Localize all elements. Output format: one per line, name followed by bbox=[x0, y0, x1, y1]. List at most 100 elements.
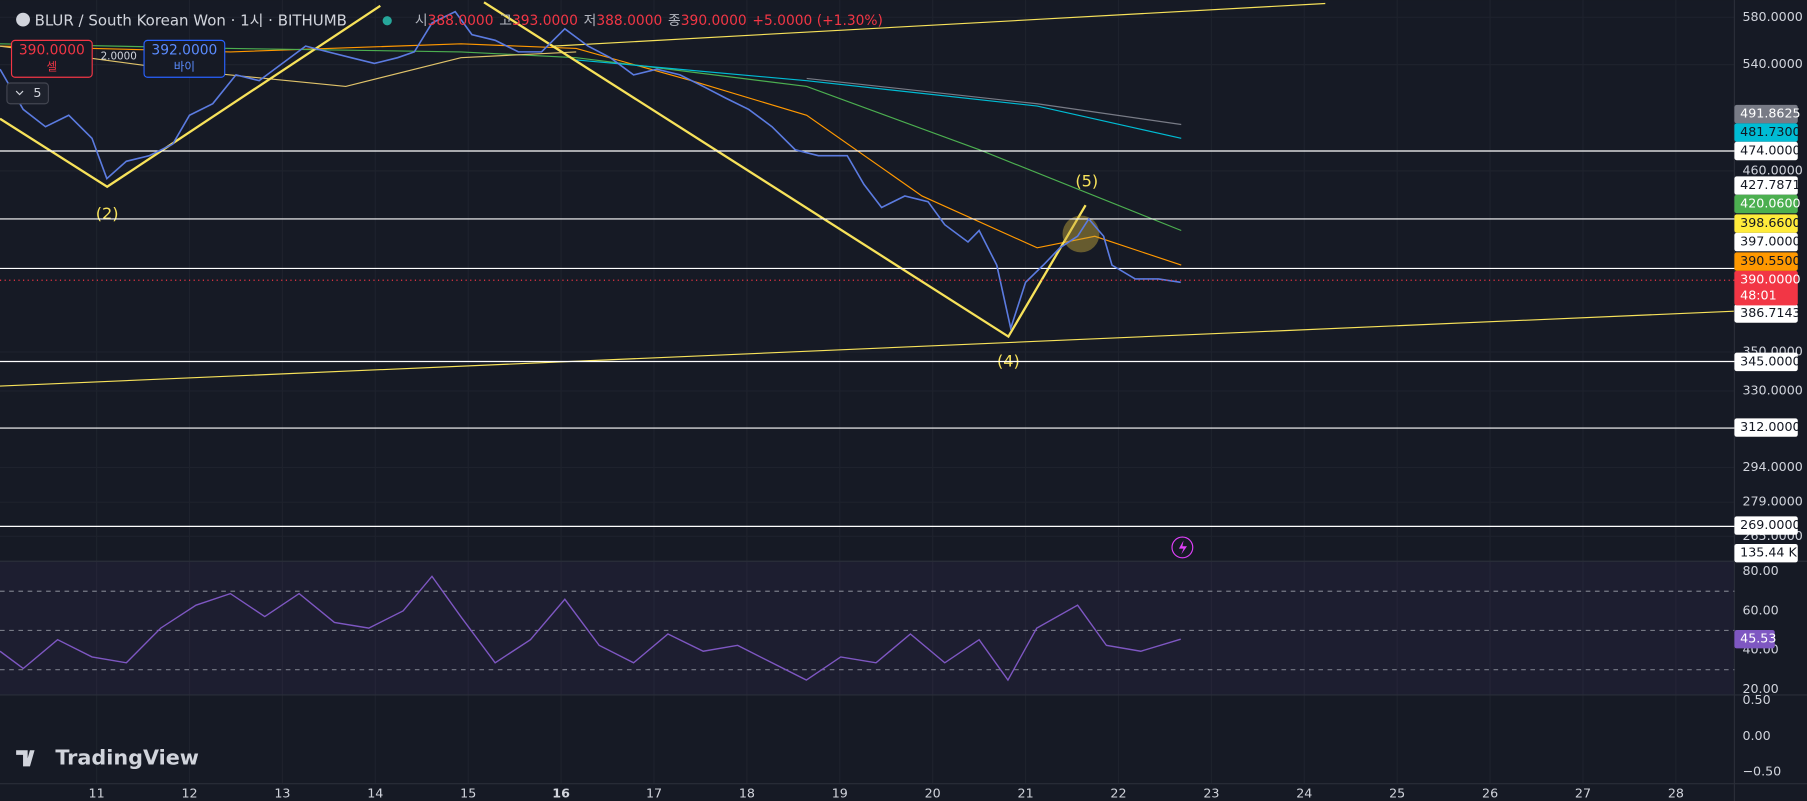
x-tick-label: 13 bbox=[274, 786, 290, 801]
axis-badge-label: 420.0600 bbox=[1740, 196, 1800, 211]
x-tick-label: 18 bbox=[739, 786, 755, 801]
sell-label: 셀 bbox=[47, 59, 58, 73]
alert-icon[interactable] bbox=[1171, 536, 1194, 559]
symbol-title: BLUR / South Korean Won · 1시 · BITHUMB bbox=[35, 11, 347, 29]
x-tick-label: 19 bbox=[832, 786, 848, 801]
x-tick-label: 20 bbox=[925, 786, 941, 801]
axis-badge-label: 386.7143 bbox=[1740, 305, 1800, 320]
brand-logo bbox=[16, 750, 35, 767]
ohlc-label: 종 bbox=[668, 13, 681, 29]
quantity: 2.0000 bbox=[101, 51, 137, 63]
lower-tick-label: −0.50 bbox=[1742, 764, 1781, 779]
axis-badge bbox=[1734, 304, 1798, 323]
axis-badge bbox=[1734, 194, 1798, 214]
brand: TradingView bbox=[55, 745, 199, 769]
highlight-circle bbox=[1062, 215, 1100, 253]
moving-average bbox=[0, 43, 1182, 232]
ohlc-value: 388.0000 bbox=[428, 13, 494, 29]
y-tick-label: 279.0000 bbox=[1742, 494, 1802, 509]
current-price-badge bbox=[1734, 270, 1798, 306]
axis-badge bbox=[1734, 543, 1798, 563]
moving-average bbox=[806, 77, 1182, 126]
x-tick-label: 21 bbox=[1018, 786, 1034, 801]
axis-badge-label: 491.8625 bbox=[1740, 106, 1800, 121]
x-tick-label: 28 bbox=[1668, 786, 1684, 801]
rsi-badge bbox=[1734, 629, 1775, 649]
status-dot bbox=[382, 16, 392, 26]
x-tick-label: 15 bbox=[460, 786, 476, 801]
rsi-tick-label: 60.00 bbox=[1742, 602, 1778, 617]
x-tick-label: 14 bbox=[367, 786, 383, 801]
moving-average bbox=[0, 45, 577, 88]
price-line bbox=[0, 10, 1181, 332]
lower-tick-label: 0.50 bbox=[1742, 692, 1770, 707]
x-tick-label: 24 bbox=[1296, 786, 1312, 801]
y-tick-label: 540.0000 bbox=[1742, 56, 1802, 71]
ohlc-value: 393.0000 bbox=[512, 13, 578, 29]
ohlc-label: 저 bbox=[584, 13, 597, 29]
x-tick-label: 27 bbox=[1575, 786, 1591, 801]
x-tick-label: 12 bbox=[181, 786, 197, 801]
axis-badge-label: 398.6600 bbox=[1740, 215, 1800, 230]
rsi-value-label: 45.53 bbox=[1740, 631, 1776, 646]
alert-bolt bbox=[1178, 540, 1187, 555]
x-tick-label: 22 bbox=[1110, 786, 1126, 801]
x-tick-label: 23 bbox=[1203, 786, 1219, 801]
ohlc-label: 고 bbox=[499, 13, 512, 29]
axis-badge bbox=[1734, 141, 1798, 161]
y-tick-label: 294.0000 bbox=[1742, 459, 1802, 474]
countdown: 48:01 bbox=[1740, 288, 1776, 303]
chevron bbox=[15, 90, 24, 96]
rsi-tick-label: 20.00 bbox=[1742, 681, 1778, 696]
trend-line bbox=[553, 2, 1326, 47]
axis-badge-label: 345.0000 bbox=[1740, 353, 1800, 368]
current-price-label: 390.0000 bbox=[1740, 272, 1800, 287]
moving-average bbox=[576, 59, 1182, 139]
price-axis: 11 12 13 14 15 16 17 18 19 20 21 22 23 24 25 26 27 28 580.… bbox=[89, 9, 1803, 801]
axis-badge bbox=[1734, 418, 1798, 437]
axis-badge bbox=[1734, 516, 1798, 535]
wave-label: (2) bbox=[96, 204, 119, 223]
sell-price: 390.0000 bbox=[19, 43, 85, 59]
y-tick-label: 580.0000 bbox=[1742, 9, 1802, 24]
axis-badge bbox=[1734, 123, 1798, 142]
wave-label: (4) bbox=[997, 351, 1020, 370]
axis-badge bbox=[1734, 104, 1798, 124]
axis-badge bbox=[1734, 214, 1798, 233]
ohlc-value: 388.0000 bbox=[596, 13, 662, 29]
axis-badge bbox=[1734, 176, 1798, 195]
x-tick-label: 16 bbox=[552, 786, 570, 801]
buy-price: 392.0000 bbox=[151, 43, 217, 59]
axis-badge bbox=[1734, 232, 1798, 252]
buy-button[interactable] bbox=[143, 39, 226, 78]
rsi-tick-label: 80.00 bbox=[1742, 563, 1778, 578]
axis-badge bbox=[1734, 252, 1798, 271]
wave-line bbox=[0, 4, 381, 189]
x-tick-label: 17 bbox=[646, 786, 662, 801]
axis-badge bbox=[1734, 352, 1798, 372]
axis-badge-label: 474.0000 bbox=[1740, 143, 1800, 158]
moving-average bbox=[0, 43, 1182, 266]
plot bbox=[0, 10, 1735, 682]
axis-badge-label: 269.0000 bbox=[1740, 517, 1800, 532]
trend-line bbox=[0, 310, 1735, 387]
wave-label: (5) bbox=[1075, 172, 1098, 191]
indicator-toggle[interactable] bbox=[6, 82, 49, 105]
lower-tick-label: 0.00 bbox=[1742, 728, 1770, 743]
axis-badge-label: 312.0000 bbox=[1740, 419, 1800, 434]
sell-button[interactable] bbox=[10, 39, 93, 78]
axis-badge-label: 427.7871 bbox=[1740, 177, 1800, 192]
y-tick-label: 330.0000 bbox=[1742, 382, 1802, 397]
axis-badge-label: 397.0000 bbox=[1740, 234, 1800, 249]
rsi-line bbox=[0, 575, 1181, 682]
buy-label: 바이 bbox=[174, 59, 195, 73]
indicator-count: 5 bbox=[33, 85, 41, 100]
ohlc-label: 시 bbox=[415, 13, 428, 29]
x-tick-label: 26 bbox=[1482, 786, 1498, 801]
axis-badge-label: 390.5500 bbox=[1740, 253, 1800, 268]
axis-badge-label: 481.7300 bbox=[1740, 124, 1800, 139]
x-tick-label: 11 bbox=[89, 786, 105, 801]
